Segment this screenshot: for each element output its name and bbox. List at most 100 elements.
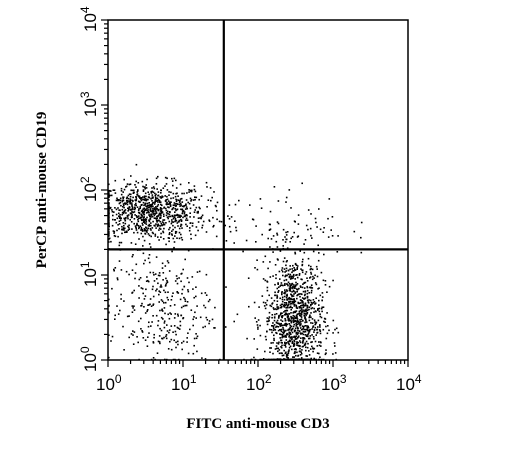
- event-point: [190, 237, 192, 240]
- event-point: [296, 267, 299, 269]
- event-point: [279, 304, 282, 307]
- event-point: [140, 199, 143, 202]
- event-point: [197, 229, 199, 232]
- event-point: [157, 175, 159, 178]
- event-point: [281, 305, 283, 308]
- event-point: [131, 255, 134, 258]
- event-point: [151, 196, 154, 198]
- event-point: [174, 203, 177, 205]
- event-point: [295, 324, 298, 326]
- event-point: [177, 343, 179, 346]
- event-point: [301, 264, 303, 267]
- event-point: [288, 300, 290, 303]
- event-point: [162, 318, 164, 320]
- event-point: [290, 237, 292, 240]
- event-point: [269, 228, 272, 230]
- event-point: [291, 268, 293, 270]
- event-point: [157, 214, 159, 217]
- event-point: [143, 262, 145, 265]
- event-point: [165, 203, 168, 205]
- event-point: [291, 307, 293, 309]
- event-point: [154, 273, 157, 275]
- event-point: [147, 224, 150, 227]
- event-point: [145, 199, 148, 202]
- event-point: [233, 320, 235, 323]
- event-point: [212, 216, 214, 219]
- event-point: [305, 309, 307, 312]
- event-point: [300, 328, 303, 331]
- event-point: [310, 304, 312, 307]
- event-point: [270, 342, 272, 344]
- event-point: [307, 228, 309, 231]
- event-point: [306, 325, 308, 327]
- event-point: [293, 298, 295, 300]
- x-tick-label: 104: [396, 372, 422, 394]
- event-point: [315, 221, 317, 224]
- event-point: [321, 310, 323, 313]
- x-tick-label: 100: [96, 372, 122, 394]
- event-point: [290, 330, 293, 332]
- event-point: [288, 349, 290, 351]
- event-point: [265, 338, 267, 341]
- event-point: [139, 277, 142, 279]
- event-point: [254, 317, 256, 319]
- event-point: [291, 300, 293, 303]
- event-point: [155, 197, 157, 200]
- event-point: [168, 240, 170, 243]
- event-point: [129, 212, 132, 214]
- event-point: [145, 280, 148, 282]
- event-point: [164, 176, 167, 179]
- event-point: [187, 289, 189, 291]
- event-point: [142, 201, 145, 204]
- event-point: [108, 221, 110, 224]
- event-point: [135, 180, 137, 183]
- event-point: [157, 340, 160, 343]
- event-point: [290, 277, 292, 279]
- event-point: [143, 229, 146, 232]
- event-point: [277, 343, 280, 345]
- event-point: [298, 274, 301, 276]
- event-point: [167, 203, 169, 205]
- event-point: [171, 295, 173, 298]
- event-point: [185, 304, 188, 307]
- event-point: [307, 257, 310, 260]
- event-point: [255, 225, 257, 227]
- event-point: [135, 226, 137, 229]
- event-point: [159, 213, 162, 216]
- event-point: [199, 316, 202, 319]
- event-point: [309, 328, 312, 331]
- event-point: [319, 332, 322, 335]
- event-point: [158, 239, 160, 241]
- event-point: [108, 214, 110, 216]
- event-point: [133, 208, 135, 211]
- event-point: [302, 306, 305, 309]
- event-point: [266, 289, 269, 292]
- event-point: [307, 342, 309, 345]
- event-point: [160, 189, 162, 192]
- event-point: [194, 198, 196, 201]
- event-point: [133, 222, 135, 225]
- event-point: [316, 345, 319, 347]
- event-point: [141, 216, 143, 219]
- event-point: [141, 180, 144, 183]
- event-point: [133, 206, 136, 209]
- event-point: [161, 211, 163, 214]
- event-point: [189, 197, 192, 200]
- event-point: [192, 199, 195, 201]
- event-point: [299, 250, 301, 252]
- event-point: [108, 237, 111, 240]
- event-point: [299, 332, 302, 334]
- event-point: [138, 208, 140, 210]
- event-point: [135, 196, 137, 198]
- event-point: [165, 214, 168, 217]
- event-point: [141, 230, 144, 232]
- event-point: [314, 310, 317, 312]
- event-point: [305, 308, 307, 311]
- event-point: [151, 215, 154, 218]
- event-point: [285, 294, 288, 297]
- event-point: [114, 267, 117, 269]
- event-point: [299, 307, 301, 309]
- event-point: [320, 307, 323, 310]
- event-point: [176, 203, 178, 205]
- event-point: [265, 304, 268, 306]
